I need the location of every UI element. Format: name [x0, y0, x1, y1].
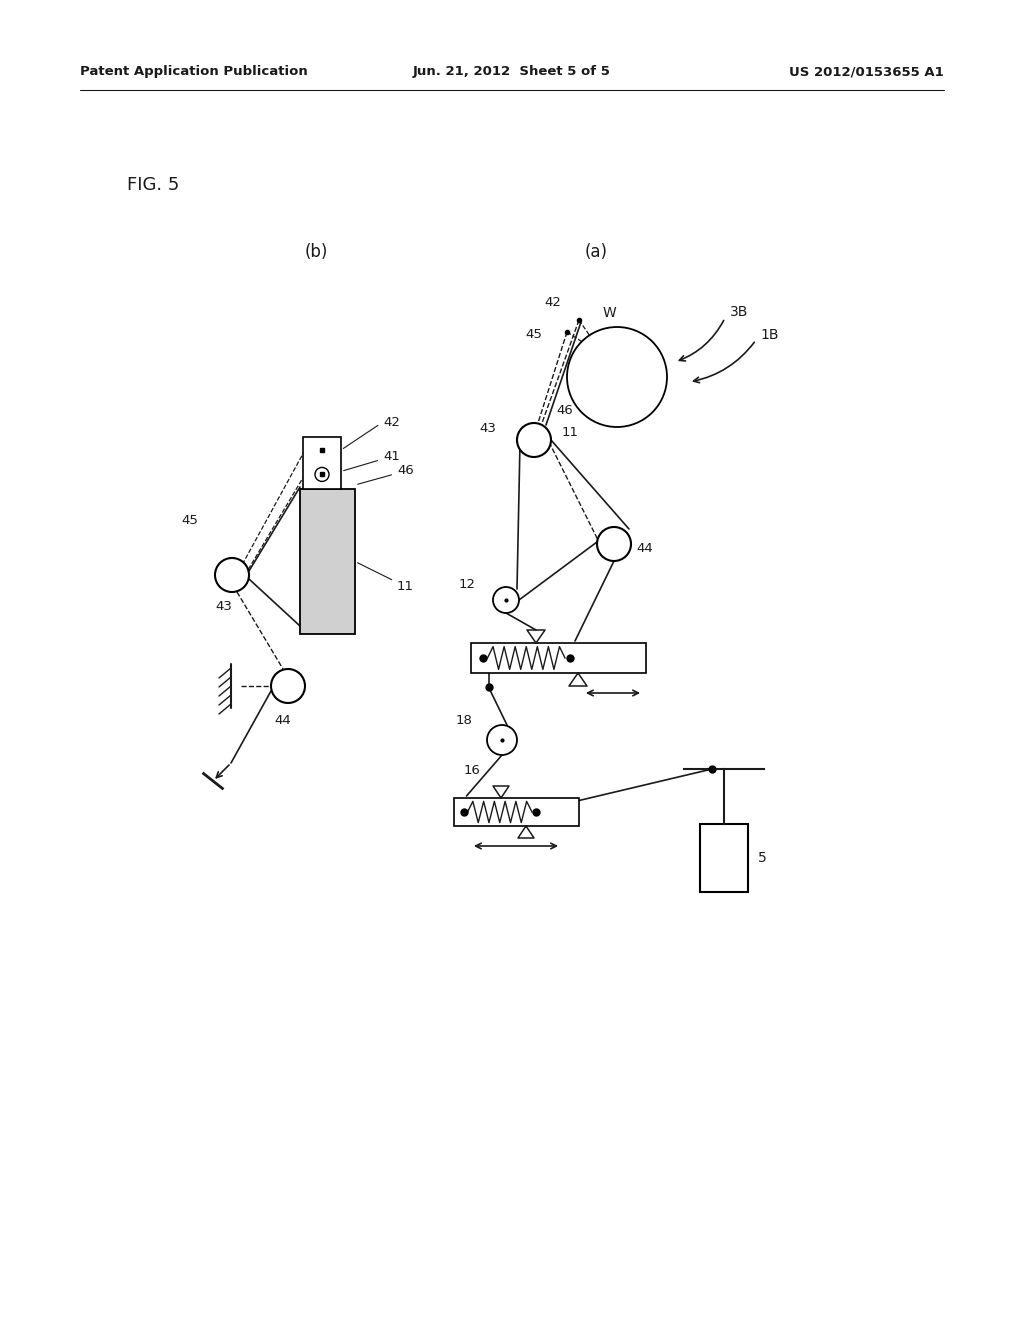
Text: 3B: 3B	[730, 305, 749, 319]
Text: 46: 46	[357, 465, 414, 484]
Bar	[300, 488, 355, 634]
Text: 11: 11	[357, 562, 414, 593]
Text: Patent Application Publication: Patent Application Publication	[80, 66, 308, 78]
Text: 45: 45	[525, 327, 542, 341]
Circle shape	[487, 725, 517, 755]
Text: 1B: 1B	[760, 327, 778, 342]
Bar	[454, 799, 579, 826]
Text: (b): (b)	[304, 243, 328, 261]
Text: 44: 44	[636, 543, 652, 556]
Text: 16: 16	[463, 763, 480, 776]
Circle shape	[597, 527, 631, 561]
Circle shape	[215, 558, 249, 591]
Text: W: W	[602, 306, 615, 319]
Text: 44: 44	[274, 714, 292, 727]
Text: Jun. 21, 2012  Sheet 5 of 5: Jun. 21, 2012 Sheet 5 of 5	[413, 66, 611, 78]
Text: 11: 11	[562, 425, 579, 438]
Text: 5: 5	[758, 851, 767, 865]
Text: 42: 42	[544, 296, 561, 309]
Circle shape	[567, 327, 667, 426]
Text: FIG. 5: FIG. 5	[127, 176, 179, 194]
Text: (a): (a)	[585, 243, 607, 261]
Text: 42: 42	[343, 416, 400, 449]
Text: 18: 18	[455, 714, 472, 726]
Circle shape	[493, 587, 519, 612]
Text: 46: 46	[556, 404, 572, 417]
Bar	[700, 824, 748, 892]
Text: 45: 45	[181, 513, 198, 527]
Circle shape	[271, 669, 305, 704]
Text: 43: 43	[216, 601, 232, 614]
Text: 12: 12	[459, 578, 476, 591]
Bar	[303, 437, 341, 488]
Circle shape	[517, 422, 551, 457]
Text: US 2012/0153655 A1: US 2012/0153655 A1	[790, 66, 944, 78]
Text: 41: 41	[344, 450, 400, 471]
Circle shape	[315, 467, 329, 482]
Bar	[470, 643, 645, 673]
Text: 43: 43	[479, 421, 496, 434]
